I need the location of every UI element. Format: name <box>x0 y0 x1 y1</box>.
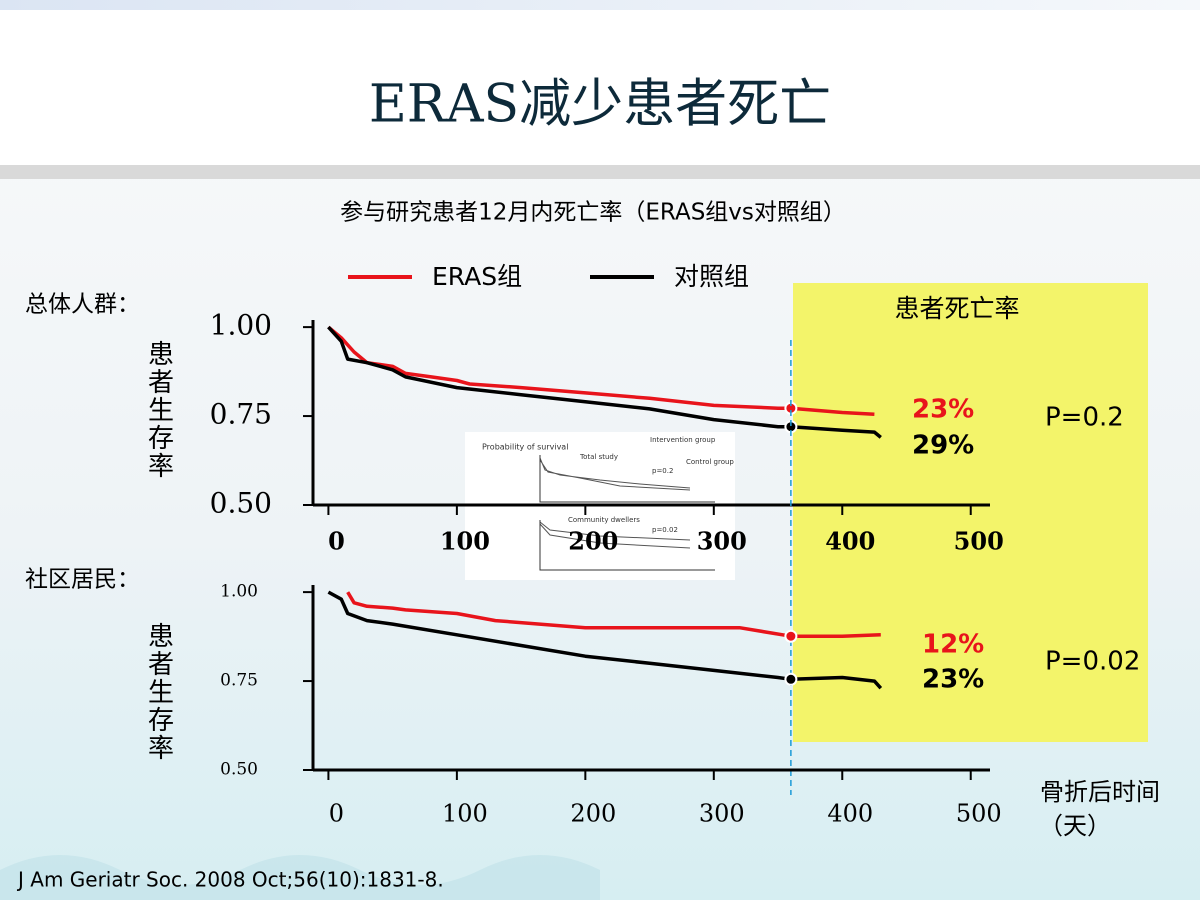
mortality-rate: 23% <box>912 395 974 425</box>
x-tick-label: 100 <box>442 800 488 828</box>
inset-text: Total study <box>579 453 618 461</box>
p-value: P=0.2 <box>1045 403 1124 433</box>
top-bar <box>0 0 1200 10</box>
highlight-label: 患者死亡率 <box>894 294 1019 323</box>
mortality-rate: 23% <box>922 665 984 695</box>
inset-text: Intervention group <box>650 436 716 444</box>
legend-label: 对照组 <box>674 262 749 291</box>
group-label: 总体人群： <box>25 292 140 318</box>
y-axis-label: 患者生存率 <box>144 622 174 762</box>
y-tick-label: 0.75 <box>210 398 272 431</box>
citation: J Am Geriatr Soc. 2008 Oct;56(10):1831-8… <box>16 868 444 892</box>
series-line <box>327 325 882 439</box>
x-axis-label: 骨折后时间（天） <box>1039 778 1160 840</box>
inset-text: Probability of survival <box>482 443 568 452</box>
mortality-rate: 12% <box>922 630 984 660</box>
series-line <box>327 590 883 690</box>
p-value: P=0.02 <box>1045 647 1140 677</box>
cutoff-dot <box>784 672 798 686</box>
inset-curves <box>539 521 691 549</box>
x-tick-label: 0 <box>328 527 345 556</box>
inset-curves <box>539 457 691 491</box>
y-tick-label: 0.50 <box>220 760 258 780</box>
x-tick-label: 500 <box>954 527 1004 556</box>
x-tick-label: 300 <box>699 800 745 828</box>
x-tick-label: 200 <box>568 527 618 556</box>
subtitle: 参与研究患者12月内死亡率（ERAS组vs对照组） <box>340 200 846 226</box>
slide-title: ERAS减少患者死亡 <box>369 75 831 135</box>
x-tick-label: 500 <box>956 800 1002 828</box>
inset-text: p=0.2 <box>652 467 673 475</box>
y-tick-label: 0.75 <box>220 671 258 691</box>
y-tick-label: 1.00 <box>220 582 258 602</box>
x-tick-label: 400 <box>827 800 873 828</box>
legend-label: ERAS组 <box>432 262 522 291</box>
mortality-rate: 29% <box>912 431 974 461</box>
group-label: 社区居民： <box>25 567 140 593</box>
cutoff-dot <box>784 629 798 643</box>
inset-text: p=0.02 <box>652 526 678 534</box>
y-axis-label: 患者生存率 <box>144 340 174 480</box>
wave-decoration <box>0 855 600 900</box>
y-tick-label: 0.50 <box>210 487 272 520</box>
x-tick-label: 400 <box>825 527 875 556</box>
x-tick-label: 200 <box>570 800 616 828</box>
inset-axes <box>539 455 715 571</box>
series-line <box>327 325 875 417</box>
x-tick-label: 300 <box>697 527 747 556</box>
inset-text: Control group <box>686 458 734 466</box>
title-band <box>0 165 1200 179</box>
title-area <box>0 0 1200 165</box>
inset-text: Community dwellers <box>568 516 640 524</box>
x-tick-label: 100 <box>440 527 490 556</box>
x-tick-label: 0 <box>329 800 344 828</box>
y-tick-label: 1.00 <box>210 309 272 342</box>
